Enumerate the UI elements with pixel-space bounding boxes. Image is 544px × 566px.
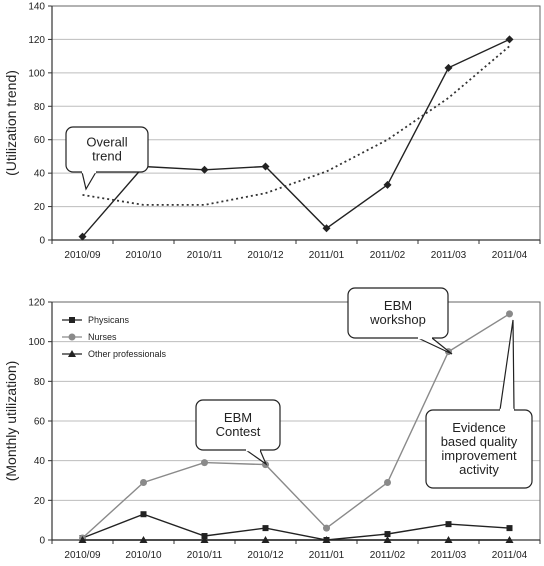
data-point (383, 180, 392, 189)
callout-overall-trend-tail (81, 171, 97, 191)
data-point (139, 536, 148, 543)
y-tick-label: 80 (34, 377, 46, 388)
x-tick-label: 2011/01 (309, 250, 345, 261)
y-axis-label: (Monthly utilization) (3, 361, 19, 482)
legend-item-2: Other professionals (62, 349, 167, 359)
data-point (444, 63, 453, 72)
callout-ebqi-activity-line-0: Evidence (452, 420, 505, 435)
data-point (322, 224, 331, 233)
data-point (383, 536, 392, 543)
data-point (140, 478, 147, 486)
legend-marker (68, 350, 76, 357)
callout-ebm-workshop-line-1: workshop (369, 312, 426, 327)
utilization-trend-chart: 0 20 40 60 80 100 120 140 2010/09 2010/10 2010/11 2… (3, 2, 541, 261)
data-point (506, 525, 513, 532)
series-line-1 (82, 313, 510, 539)
x-tick-label: 2010/09 (64, 250, 101, 261)
legend: Physicans Nurses Other professionals (62, 315, 167, 359)
callout-ebm-workshop-tail (417, 337, 453, 355)
data-point (322, 536, 331, 543)
x-tick-label: 2010/11 (187, 550, 223, 561)
callout-ebm-contest-line-1: Contest (216, 424, 261, 439)
data-point (445, 521, 452, 528)
x-tick-label: 2011/02 (370, 250, 406, 261)
y-tick-label: 100 (28, 68, 45, 79)
callout-overall-trend-line-1: trend (92, 149, 122, 164)
y-tick-label: 140 (28, 2, 45, 13)
callout-ebm-contest-tail (245, 449, 268, 466)
series-line-0 (82, 513, 510, 541)
monthly-utilization-chart: 0 20 40 60 80 100 120 2010/09 2010/10 2010/11 2010… (3, 287, 541, 561)
y-tick-label: 80 (34, 102, 46, 113)
legend-item-0: Physicans (62, 315, 130, 325)
callout-ebm-workshop-line-0: EBM (384, 298, 412, 313)
x-tick-label: 2011/03 (431, 550, 467, 561)
callout-ebqi-activity-box (425, 409, 533, 489)
data-point (140, 511, 147, 518)
y-tick-label: 60 (34, 135, 46, 146)
x-tick-label: 2011/04 (492, 250, 528, 261)
x-tick-label: 2010/09 (64, 550, 101, 561)
callout-ebqi-activity-tail (499, 319, 515, 411)
data-point (506, 310, 513, 318)
y-tick-label: 60 (34, 417, 46, 428)
y-tick-label: 40 (34, 169, 46, 180)
callout-ebqi-activity-line-2: improvement (441, 448, 517, 463)
x-tick-label: 2010/12 (247, 250, 284, 261)
y-tick-label: 20 (34, 496, 46, 507)
data-point (261, 162, 270, 171)
y-axis-label: (Utilization trend) (3, 70, 19, 176)
callout-ebqi-activity-line-1: based quality (441, 434, 518, 449)
callout-overall-trend-box (65, 126, 149, 173)
x-tick-label: 2011/04 (492, 550, 528, 561)
x-tick-label: 2011/02 (370, 550, 406, 561)
y-tick-label: 20 (34, 202, 46, 213)
y-tick-label: 0 (39, 236, 45, 247)
data-point (505, 536, 514, 543)
callout-ebqi-activity-line-3: activity (459, 462, 499, 477)
data-point (262, 525, 269, 532)
legend-item-1: Nurses (62, 332, 117, 342)
legend-label: Physicans (88, 315, 130, 325)
x-tick-label: 2010/10 (125, 250, 162, 261)
legend-label: Other professionals (88, 349, 167, 359)
series-line-1 (82, 45, 511, 206)
data-point (201, 459, 208, 467)
data-point (200, 165, 209, 174)
y-tick-label: 0 (39, 536, 45, 547)
data-point (78, 232, 87, 241)
y-tick-label: 120 (28, 35, 45, 46)
data-point (384, 531, 391, 538)
y-tick-label: 100 (28, 337, 45, 348)
legend-marker (68, 333, 76, 341)
data-point (384, 478, 391, 486)
callout-overall-trend-line-0: Overall (86, 135, 127, 150)
data-point (200, 536, 209, 543)
plot-frame (51, 5, 541, 241)
x-tick-label: 2011/03 (431, 250, 467, 261)
data-point (444, 536, 453, 543)
x-tick-label: 2010/10 (125, 550, 162, 561)
legend-marker (69, 317, 75, 323)
legend-label: Nurses (88, 332, 117, 342)
callout-ebm-contest-line-0: EBM (224, 410, 252, 425)
data-point (323, 524, 330, 532)
y-tick-label: 120 (28, 298, 45, 309)
callout-ebm-contest-box (195, 399, 281, 451)
callout-ebm-workshop-box (347, 287, 449, 339)
x-tick-label: 2010/11 (187, 250, 223, 261)
series-line-0 (81, 38, 510, 238)
data-point (261, 536, 270, 543)
y-tick-label: 40 (34, 456, 46, 467)
data-point (78, 536, 87, 543)
x-tick-label: 2011/01 (309, 550, 345, 561)
data-point (505, 35, 514, 44)
x-tick-label: 2010/12 (247, 550, 284, 561)
